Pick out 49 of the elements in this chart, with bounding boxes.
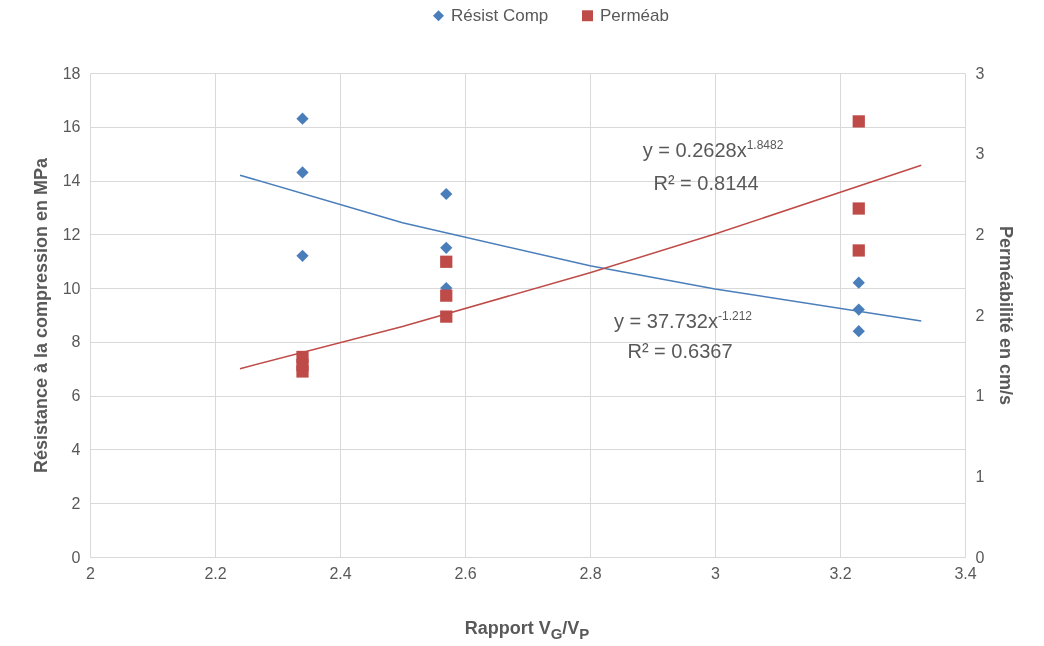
y-tick-label: 14 — [62, 172, 81, 190]
legend-label: Résist Comp — [451, 5, 549, 25]
legend-label: Perméab — [600, 5, 669, 25]
x-tick-label: 2.2 — [204, 564, 227, 582]
y-tick-label: 4 — [71, 440, 81, 458]
y-axis-title: Résistance à la compression en MPa — [30, 156, 51, 474]
point — [296, 166, 309, 179]
annotation: R² = 0.6367 — [627, 339, 733, 363]
x-tick-label: 3 — [711, 564, 721, 582]
y-tick-label: 6 — [71, 387, 81, 405]
x-tick-label: 3.2 — [829, 564, 852, 582]
y2-tick-label: 3 — [975, 64, 985, 82]
y-tick-label: 10 — [62, 279, 81, 297]
point — [440, 187, 453, 201]
y-tick-label: 16 — [62, 118, 81, 136]
y2-tick-label: 1 — [975, 387, 985, 405]
x-axis-title: Rapport V$_{G}$/V$_{P}$ — [464, 618, 590, 642]
y-tick-label: 2 — [71, 494, 81, 512]
point — [440, 255, 453, 268]
point — [852, 202, 865, 215]
point — [440, 289, 453, 302]
y2-axis-title: Perméabilité en cm/s — [996, 225, 1017, 406]
annotation: y = 0.2628x$^{1.8482}$ — [642, 138, 784, 162]
point — [296, 112, 309, 125]
point — [852, 244, 865, 257]
y2-tick-label: 2 — [975, 225, 985, 243]
point — [852, 115, 865, 128]
x-tick-label: 2.4 — [329, 564, 352, 582]
y-tick-label: 0 — [71, 548, 81, 566]
point — [852, 325, 865, 338]
y2-tick-label: 1 — [975, 467, 985, 485]
y2-tick-label: 2 — [975, 306, 985, 324]
x-tick-label: 2.8 — [579, 564, 602, 582]
point — [296, 249, 309, 262]
annotation: y = 37.732x$^{-1.212}$ — [614, 309, 752, 333]
point — [296, 365, 309, 378]
point — [852, 276, 865, 289]
y-tick-label: 8 — [71, 333, 81, 351]
x-tick-label: 2.6 — [454, 564, 477, 582]
point — [440, 310, 453, 323]
y2-tick-label: 3 — [975, 145, 985, 163]
y-tick-label: 18 — [62, 64, 81, 82]
line-series — [239, 164, 922, 370]
annotation: R² = 0.8144 — [653, 171, 759, 195]
x-tick-label: 2 — [86, 564, 96, 582]
y2-tick-label: 0 — [975, 548, 985, 566]
x-tick-label: 3.4 — [954, 564, 977, 582]
point — [440, 241, 453, 254]
y-tick-label: 12 — [62, 225, 81, 243]
